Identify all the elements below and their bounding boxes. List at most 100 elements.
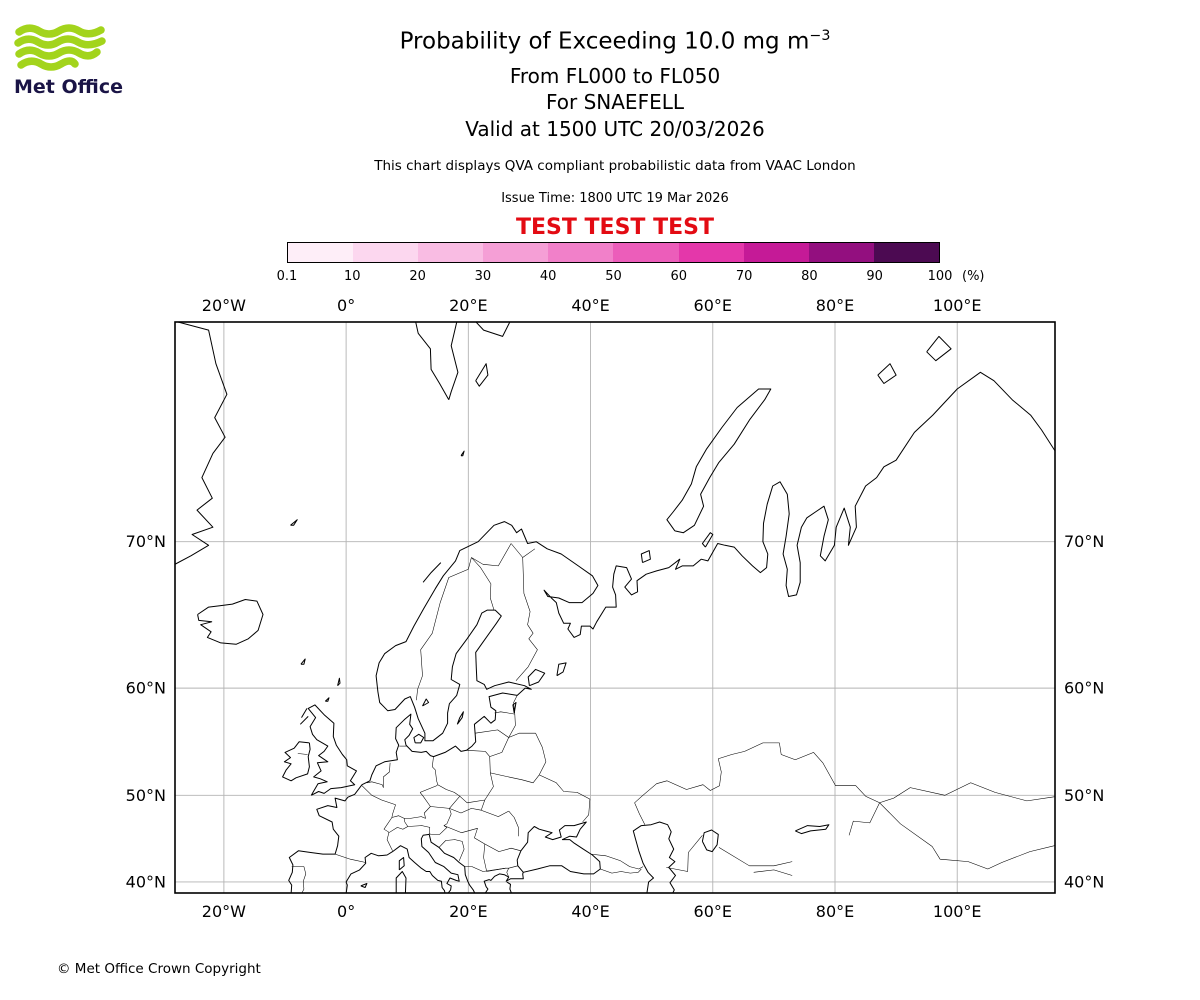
- lon-tick-label-top: 100°E: [933, 296, 982, 315]
- colorbar-tick-label: 70: [735, 269, 753, 284]
- lon-tick-label-bottom: 0°: [337, 902, 355, 921]
- coastline-path: [282, 741, 311, 782]
- country-border-path: [718, 847, 793, 867]
- country-border-path: [443, 808, 452, 826]
- lon-tick-label-bottom: 20°W: [202, 902, 246, 921]
- country-border-path: [443, 825, 485, 845]
- country-border-path: [361, 785, 396, 805]
- colorbar-tick-label: 60: [670, 269, 688, 284]
- lat-tick-label-left: 50°N: [126, 786, 166, 805]
- coastline-path: [460, 450, 465, 457]
- lon-tick-label-bottom: 40°E: [571, 902, 609, 921]
- coastline-path: [666, 388, 772, 534]
- country-border-path: [535, 733, 547, 776]
- lat-tick-label-right: 60°N: [1064, 679, 1104, 698]
- country-border-path: [466, 750, 486, 752]
- lat-tick-label-right: 70°N: [1064, 532, 1104, 551]
- country-border-path: [471, 543, 512, 567]
- country-border-path: [879, 802, 1055, 870]
- colorbar-tick-label: 10: [344, 269, 361, 284]
- country-border-path: [386, 832, 393, 851]
- country-border-path: [490, 772, 540, 784]
- country-border-path: [753, 869, 793, 876]
- met-office-logo-waves-icon: [14, 24, 106, 71]
- colorbar-tick-label: 80: [801, 269, 818, 284]
- colorbar-tick-label: 20: [409, 269, 426, 284]
- coastline-path: [701, 829, 719, 853]
- map-layers: [175, 322, 1055, 893]
- country-border-path: [508, 810, 519, 837]
- logo-wave-icon: [15, 46, 101, 60]
- country-border-path: [464, 866, 506, 872]
- coastline-path: [483, 872, 524, 893]
- country-border-path: [539, 774, 591, 823]
- lon-tick-label-top: 60°E: [694, 296, 732, 315]
- page-title: Probability of Exceeding 10.0 mg m−3: [15, 28, 1200, 55]
- colorbar-tick-label: 50: [605, 269, 622, 284]
- country-border-path: [848, 802, 880, 836]
- country-border-path: [291, 866, 307, 893]
- country-border-path: [297, 753, 308, 755]
- coastline-path: [290, 519, 298, 526]
- colorbar-tick-label: 100: [927, 269, 953, 284]
- coastline-path: [301, 708, 308, 718]
- country-border-path: [508, 732, 536, 738]
- issue-time: Issue Time: 1800 UTC 19 Mar 2026: [501, 191, 729, 206]
- colorbar-band: [678, 243, 744, 262]
- colorbar-tick-label: 0.1: [276, 269, 298, 284]
- country-border-path: [431, 825, 448, 835]
- coastline-path: [345, 845, 446, 893]
- country-border-path: [437, 784, 485, 804]
- coastline-path: [795, 824, 830, 835]
- coastline-path: [300, 658, 306, 665]
- country-border-path: [489, 737, 509, 757]
- colorbar-tick-label: 40: [539, 269, 557, 284]
- colorbar-band: [548, 243, 614, 262]
- lon-tick-label-bottom: 100°E: [933, 902, 982, 921]
- coastline-path: [337, 677, 341, 687]
- coastline-path: [877, 363, 897, 384]
- country-border-path: [600, 868, 642, 874]
- country-border-path: [508, 714, 516, 738]
- country-border-path: [391, 804, 396, 818]
- coastline-path: [475, 363, 489, 387]
- coastline-path: [420, 833, 476, 893]
- country-border-path: [510, 543, 536, 558]
- coastline-path: [422, 562, 442, 583]
- country-border-path: [366, 781, 384, 788]
- logo-wave-icon: [14, 35, 106, 49]
- lon-tick-label-bottom: 60°E: [694, 902, 732, 921]
- lon-tick-label-bottom: 20°E: [449, 902, 487, 921]
- colorbar-band: [418, 243, 484, 262]
- subtitle-flight-levels: From FL000 to FL050: [509, 64, 721, 88]
- lon-tick-label-top: 20°E: [449, 296, 487, 315]
- country-border-path: [481, 809, 509, 817]
- country-border-path: [879, 782, 1055, 804]
- country-border-path: [515, 557, 538, 681]
- lon-tick-label-top: 20°W: [202, 296, 246, 315]
- country-border-path: [666, 835, 703, 872]
- title-text: Probability of Exceeding 10.0 mg m: [399, 28, 810, 55]
- lat-tick-label-left: 70°N: [126, 532, 166, 551]
- colorbar-band: [483, 243, 549, 262]
- colorbar-band: [743, 243, 809, 262]
- coastline-path: [398, 857, 405, 871]
- lat-tick-label-right: 50°N: [1064, 786, 1104, 805]
- country-border-path: [483, 843, 518, 872]
- country-border-path: [634, 742, 880, 825]
- coastline-path: [632, 821, 676, 893]
- subtitle-volcano: For SNAEFELL: [545, 90, 684, 114]
- coastline-path: [701, 532, 714, 548]
- colorbar-tick-label: 90: [866, 269, 883, 284]
- country-border-path: [404, 806, 431, 819]
- country-border-path: [471, 557, 495, 611]
- qva-description: This chart displays QVA compliant probab…: [374, 158, 856, 174]
- country-border-path: [419, 792, 431, 807]
- country-border-path: [513, 695, 518, 715]
- coastline-path: [415, 322, 459, 400]
- coastline-path: [512, 702, 517, 714]
- lat-tick-label-right: 40°N: [1064, 872, 1104, 891]
- colorbar-tick-label: 30: [474, 269, 492, 284]
- lon-tick-label-top: 0°: [337, 296, 355, 315]
